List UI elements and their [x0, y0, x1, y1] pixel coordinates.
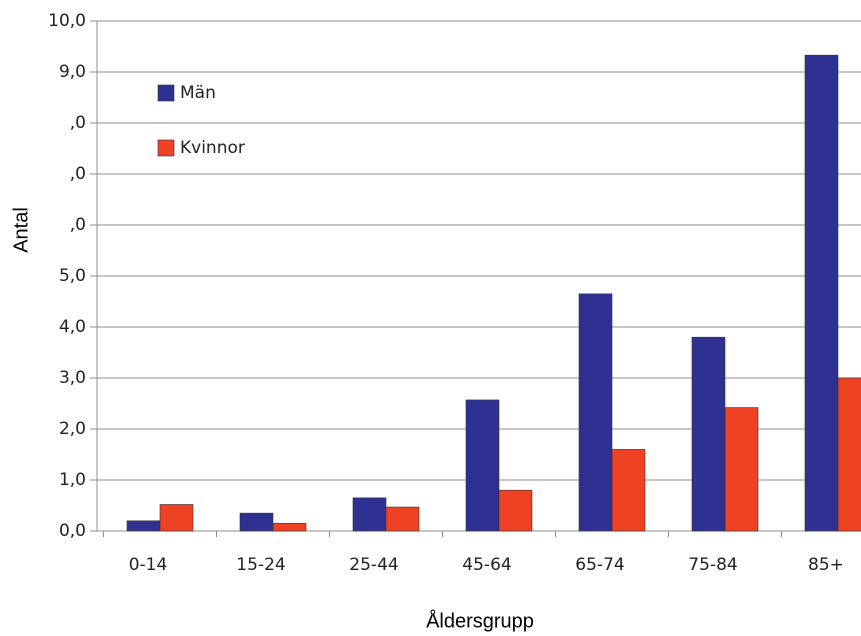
bar	[272, 523, 307, 532]
bar	[385, 506, 420, 532]
x-tick-label: 45-64	[462, 555, 511, 575]
bar	[724, 407, 759, 532]
bar	[578, 293, 613, 532]
bar	[837, 377, 861, 532]
bar	[611, 449, 646, 532]
y-tick-label: 10,0	[48, 11, 86, 31]
y-tick-label: 2,0	[59, 419, 86, 439]
bar	[239, 512, 274, 532]
y-tick-label: 4,0	[59, 317, 86, 337]
x-tick-label: 75-84	[688, 555, 737, 575]
bar	[126, 520, 161, 532]
legend-label: Män	[180, 83, 216, 103]
bar	[691, 336, 726, 532]
y-tick-label: 1,0	[59, 470, 86, 490]
legend-swatch	[157, 139, 175, 157]
y-tick-label: 0,0	[59, 521, 86, 541]
x-tick-label: 85+	[808, 555, 844, 575]
bar	[804, 54, 839, 532]
bar	[352, 497, 387, 532]
x-tick-label: 15-24	[236, 555, 285, 575]
bar	[159, 504, 194, 532]
bar	[498, 489, 533, 532]
x-tick-label: 25-44	[349, 555, 398, 575]
bar	[465, 399, 500, 532]
y-tick-label: ,0	[70, 113, 86, 133]
x-tick-label: 0-14	[129, 555, 168, 575]
y-tick-label: 5,0	[59, 266, 86, 286]
y-tick-label: ,0	[70, 164, 86, 184]
y-axis-title: Antal	[10, 207, 32, 253]
legend-swatch	[157, 84, 175, 102]
x-tick-label: 65-74	[575, 555, 624, 575]
y-tick-label: 3,0	[59, 368, 86, 388]
legend-label: Kvinnor	[180, 138, 245, 158]
y-tick-label: 9,0	[59, 62, 86, 82]
x-axis-title: Åldersgrupp	[426, 609, 534, 632]
y-tick-label: ,0	[70, 215, 86, 235]
